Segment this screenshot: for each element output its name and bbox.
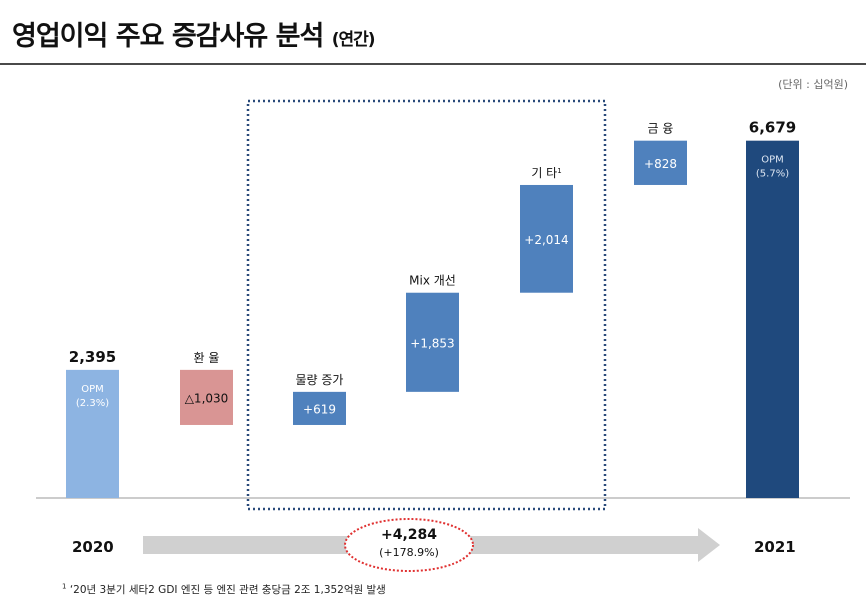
bar-4 (520, 184, 573, 293)
footnote: 1 ‘20년 3분기 세타2 GDI 엔진 등 엔진 관련 충당금 2조 1,3… (62, 582, 386, 597)
bar-label-4: 기 타1 (531, 166, 561, 180)
bar-opm-label-6: OPM (761, 155, 784, 166)
bar-value-5: +828 (644, 157, 677, 171)
bar-3 (406, 292, 459, 392)
bar-opm-value-6: (5.7%) (756, 169, 789, 180)
title-text: 영업이익 주요 증감사유 분석 (12, 21, 324, 52)
bar-label-6: 6,679 (749, 119, 796, 137)
bar-opm-label-0: OPM (81, 384, 104, 395)
title-suffix: (연간) (331, 30, 376, 50)
bar-opm-value-0: (2.3%) (76, 398, 109, 409)
bar-label-3: Mix 개선 (409, 274, 456, 288)
bar-1 (180, 369, 233, 425)
bar-value-1: △1,030 (185, 391, 229, 405)
total-change-percent: (+178.9%) (379, 546, 439, 559)
footnote-mark: 1 (62, 582, 67, 591)
bar-label-1: 환 율 (194, 351, 220, 365)
bar-2 (293, 391, 346, 425)
bar-value-2: +619 (303, 402, 336, 416)
unit-label: (단위 : 십억원) (778, 78, 848, 91)
bar-label-5: 금 융 (648, 122, 674, 136)
bar-label-0: 2,395 (69, 348, 116, 366)
title-divider (0, 63, 866, 65)
bar-value-3: +1,853 (410, 336, 454, 350)
bar-0 (66, 369, 119, 498)
page-title: 영업이익 주요 증감사유 분석 (연간) (12, 14, 376, 53)
footnote-text: ‘20년 3분기 세타2 GDI 엔진 등 엔진 관련 충당금 2조 1,352… (69, 584, 386, 596)
bar-6 (746, 140, 799, 498)
dotted-group-box (246, 99, 607, 511)
year-start-label: 2020 (72, 538, 114, 556)
year-end-label: 2021 (754, 538, 796, 556)
total-change-ellipse (344, 518, 474, 572)
bar-5 (634, 140, 687, 185)
bar-value-4: +2,014 (524, 233, 568, 247)
bar-label-2: 물량 증가 (296, 373, 344, 387)
total-change-value: +4,284 (380, 527, 437, 543)
